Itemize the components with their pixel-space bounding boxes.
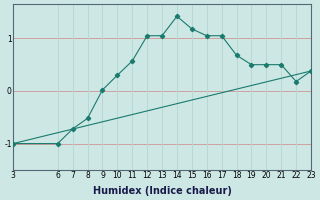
X-axis label: Humidex (Indice chaleur): Humidex (Indice chaleur) (92, 186, 231, 196)
